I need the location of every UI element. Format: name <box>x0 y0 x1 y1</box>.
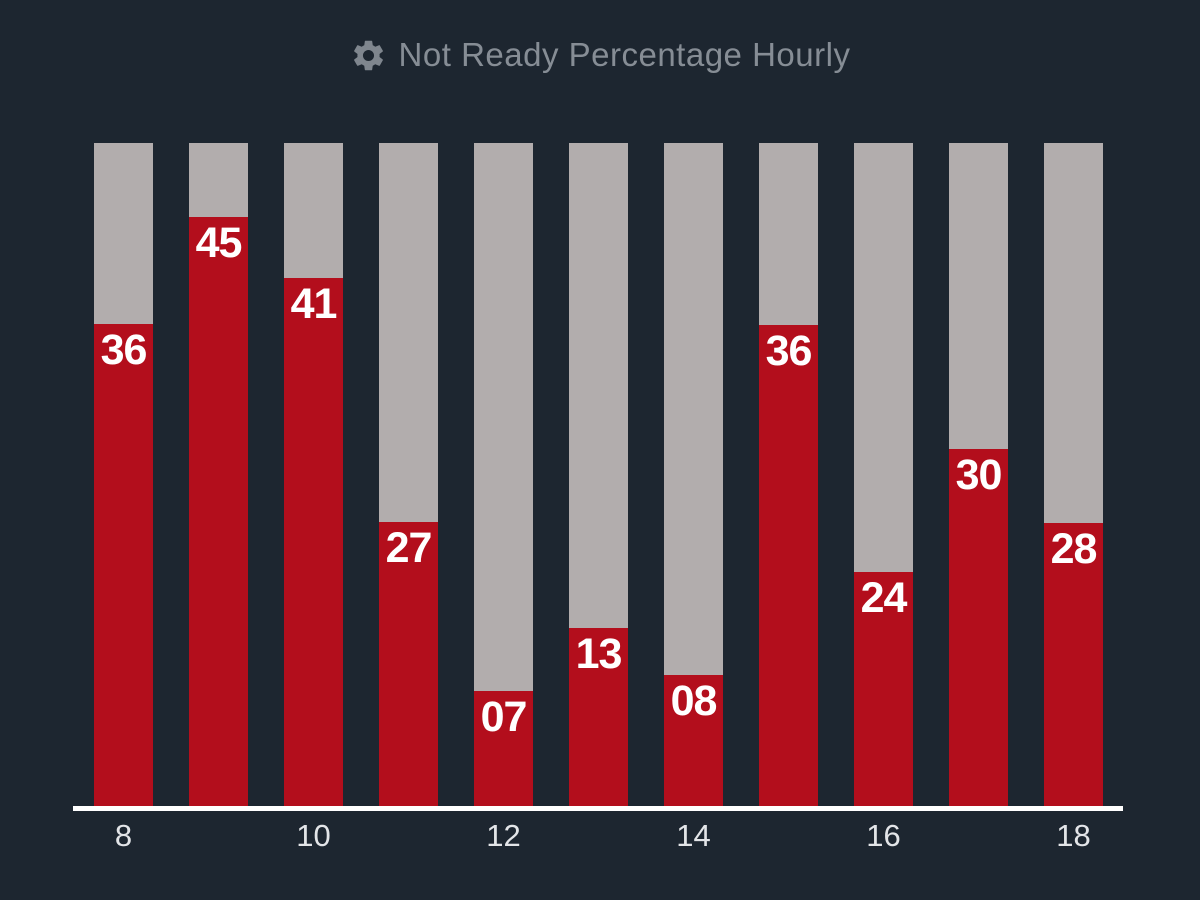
bar-hour-10[interactable]: 41 <box>284 143 343 806</box>
x-tick-label-10: 10 <box>296 818 331 853</box>
bar-hour-12[interactable]: 07 <box>474 143 533 806</box>
bar-value-label: 28 <box>1050 525 1098 573</box>
bar-value-segment <box>949 449 1008 806</box>
bar-value-label: 36 <box>100 326 148 374</box>
x-tick-label-18: 18 <box>1056 818 1091 853</box>
bar-hour-15[interactable]: 36 <box>759 143 818 806</box>
bar-hour-14[interactable]: 08 <box>664 143 723 806</box>
bar-hour-9[interactable]: 45 <box>189 143 248 806</box>
bar-value-segment <box>854 572 913 806</box>
bar-hour-16[interactable]: 24 <box>854 143 913 806</box>
bar-value-label: 13 <box>575 630 623 678</box>
bar-hour-17[interactable]: 30 <box>949 143 1008 806</box>
gear-icon <box>353 40 383 70</box>
x-axis-line <box>73 806 1123 811</box>
bar-value-label: 27 <box>385 524 433 572</box>
bar-value-segment <box>94 324 153 806</box>
bar-value-label: 30 <box>955 451 1003 499</box>
bar-hour-8[interactable]: 36 <box>94 143 153 806</box>
bar-value-segment <box>474 691 533 806</box>
bar-hour-13[interactable]: 13 <box>569 143 628 806</box>
bar-value-segment <box>284 278 343 806</box>
x-tick-label-14: 14 <box>676 818 711 853</box>
bar-value-label: 07 <box>480 693 528 741</box>
x-tick-label-8: 8 <box>114 818 133 853</box>
bar-value-segment <box>1044 523 1103 806</box>
chart-header: Not Ready Percentage Hourly <box>0 36 1200 74</box>
chart-title: Not Ready Percentage Hourly <box>398 36 851 73</box>
bar-value-segment <box>189 217 248 806</box>
bar-value-segment <box>664 675 723 806</box>
x-tick-label-12: 12 <box>486 818 521 853</box>
bar-value-label: 45 <box>195 219 243 267</box>
bar-value-segment <box>569 628 628 806</box>
bar-hour-18[interactable]: 28 <box>1044 143 1103 806</box>
bar-value-segment <box>759 325 818 806</box>
bar-hour-11[interactable]: 27 <box>379 143 438 806</box>
bar-value-label: 08 <box>670 677 718 725</box>
bar-value-label: 41 <box>290 280 338 328</box>
x-tick-label-16: 16 <box>866 818 901 853</box>
bar-value-segment <box>379 522 438 806</box>
bar-value-label: 24 <box>860 574 908 622</box>
bar-value-label: 36 <box>765 327 813 375</box>
